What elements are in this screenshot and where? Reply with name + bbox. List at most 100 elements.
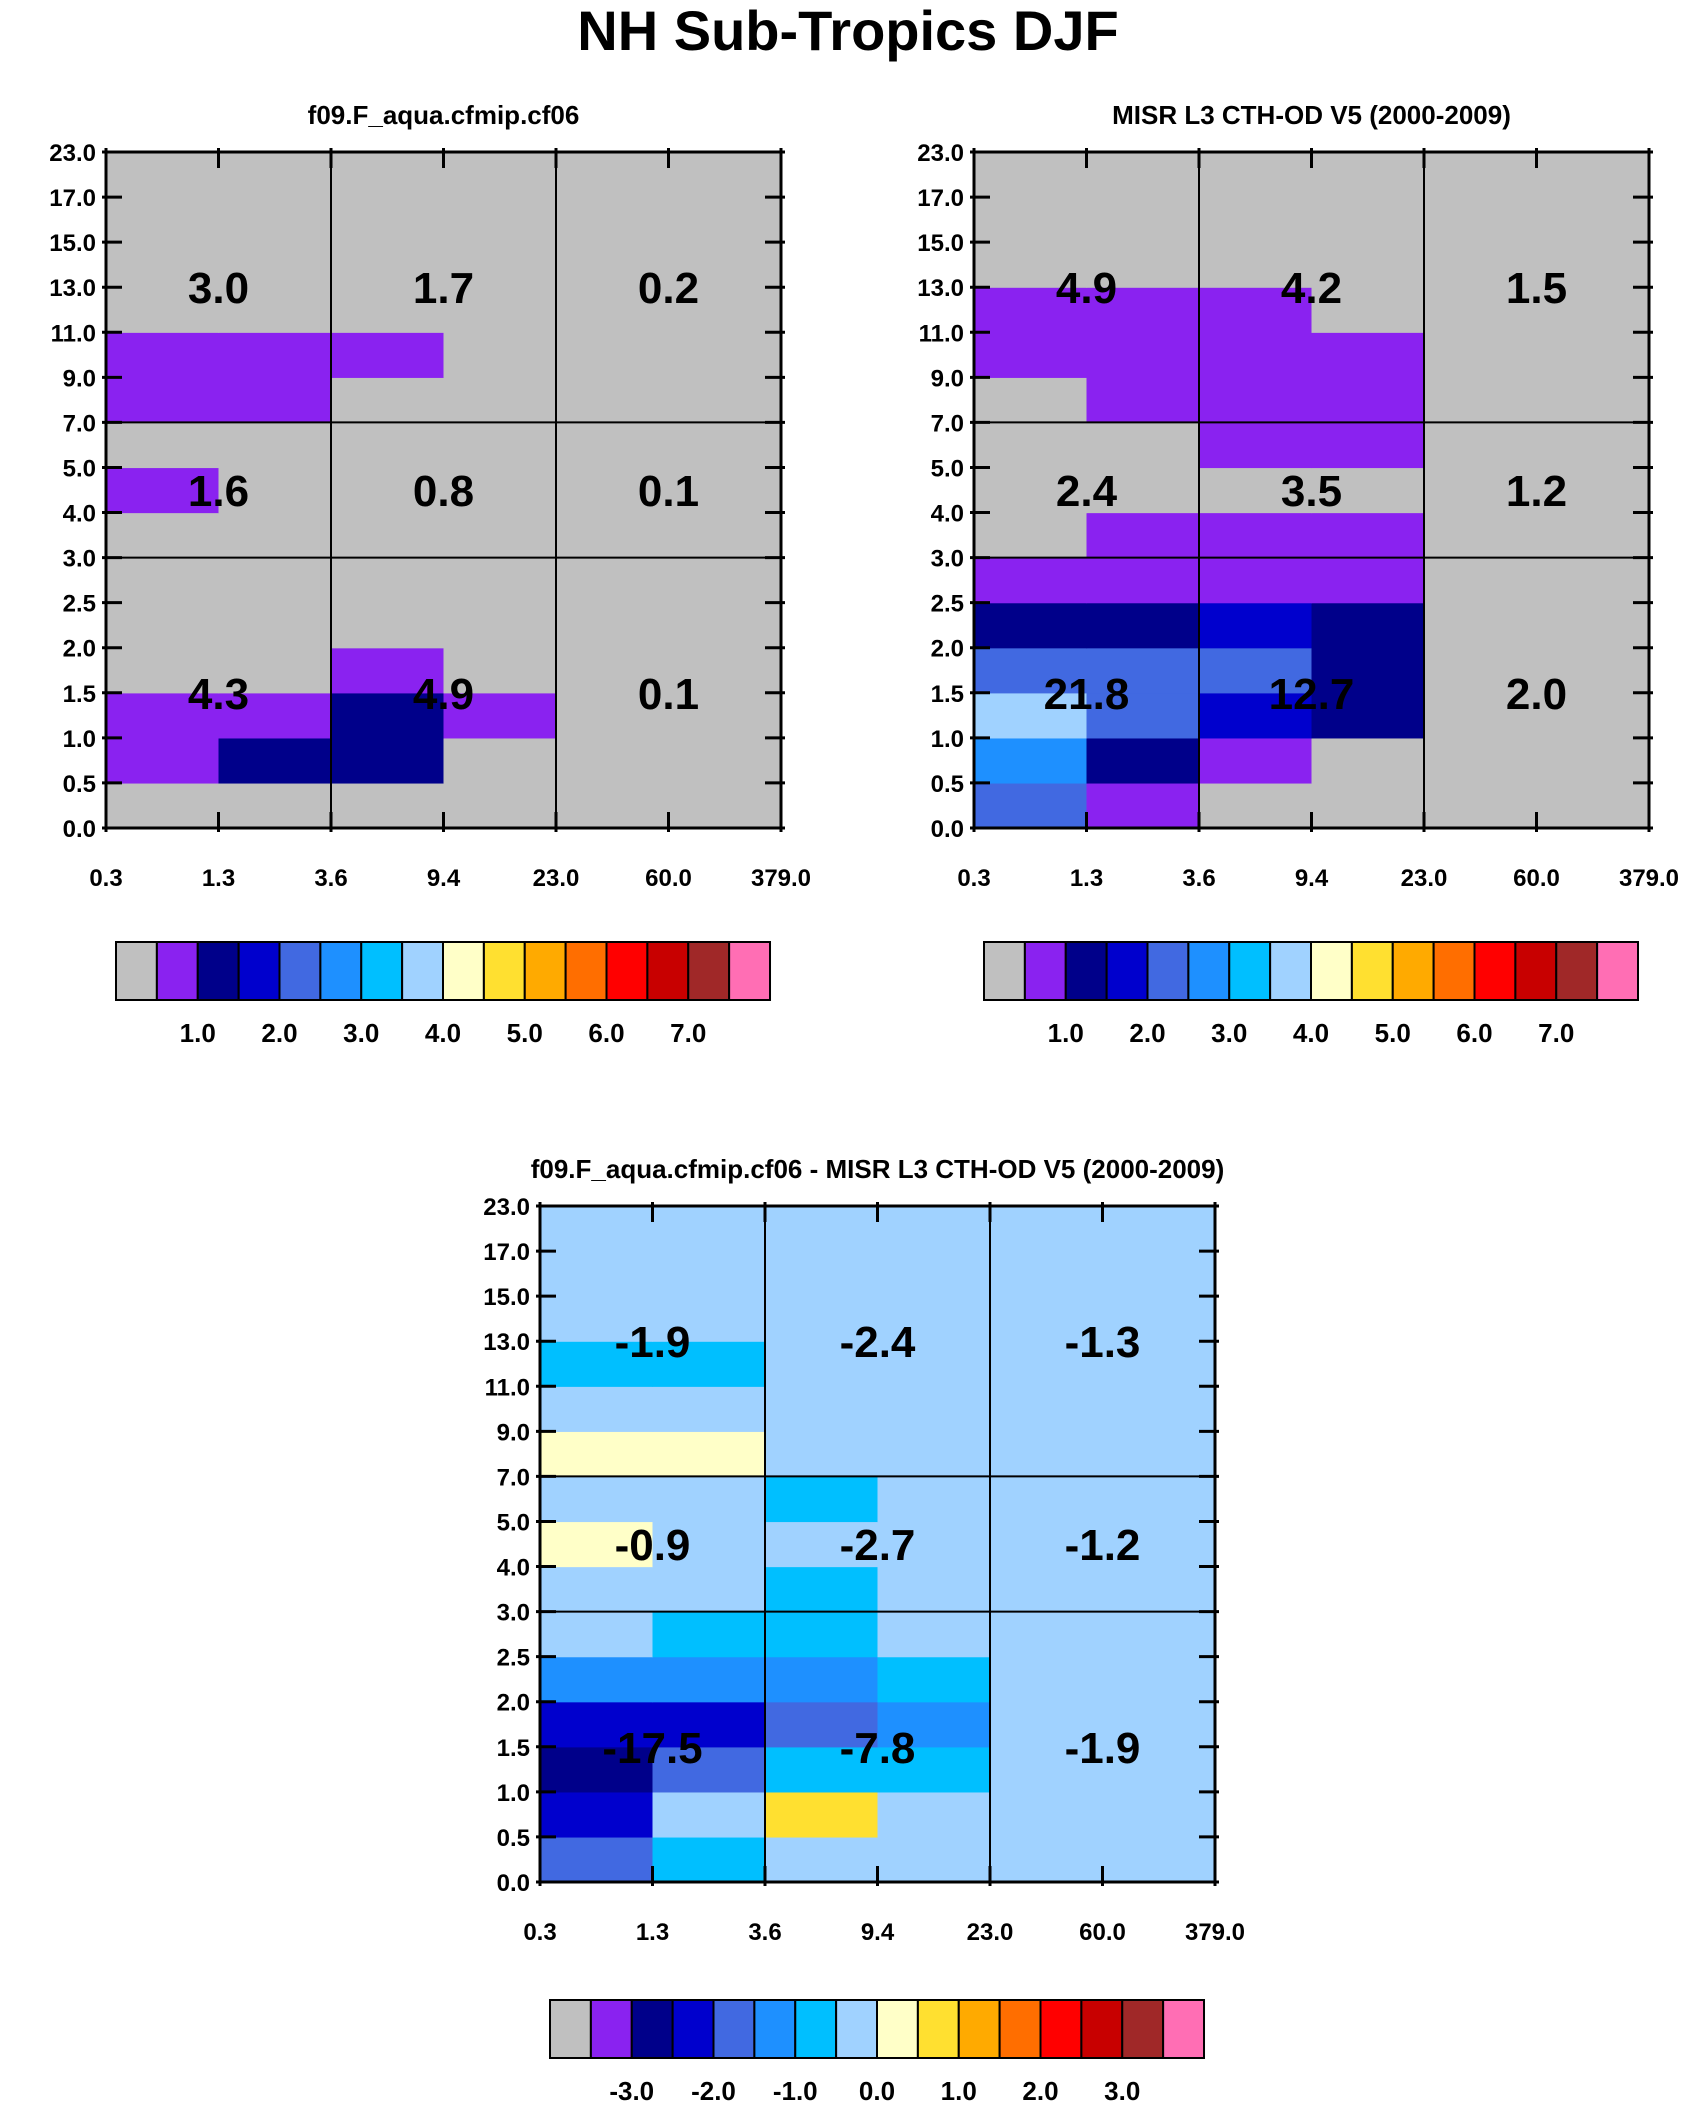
heatmap-cell	[1311, 377, 1425, 423]
heatmap-cell	[331, 512, 445, 559]
colorbar-swatch	[1555, 941, 1599, 1001]
group-value-label: 1.6	[188, 467, 249, 516]
heatmap-cell	[652, 1701, 766, 1748]
heatmap-cell	[1086, 467, 1200, 514]
group-value-label: 0.1	[638, 467, 699, 516]
group-value-label: 2.4	[1056, 467, 1118, 516]
heatmap-cell	[443, 152, 557, 198]
heatmap-cell	[877, 1341, 991, 1387]
y-tick-label: 2.0	[497, 1690, 530, 1717]
heatmap-cell	[218, 242, 332, 288]
heatmap-cell	[652, 1656, 766, 1703]
heatmap-cell	[1199, 332, 1313, 378]
colorbar-label: 3.0	[1104, 2076, 1140, 2106]
colorbar-swatch	[155, 941, 199, 1001]
colorbar-label: 7.0	[1538, 1018, 1574, 1048]
heatmap-cell	[540, 1296, 654, 1342]
heatmap-cell	[1424, 422, 1538, 469]
heatmap-cell	[877, 1521, 991, 1568]
heatmap-cell	[1199, 467, 1313, 514]
heatmap-cell	[1424, 377, 1538, 423]
heatmap-cell	[668, 242, 782, 288]
heatmap-cell	[974, 152, 1088, 198]
heatmap-cell	[1311, 467, 1425, 514]
heatmap-cell	[1536, 737, 1650, 784]
colorbar-label: 1.0	[1048, 1018, 1084, 1048]
heatmap-cell	[1536, 647, 1650, 694]
heatmap-cell	[1536, 782, 1650, 829]
group-value-label: -2.4	[840, 1318, 916, 1367]
group-value-label: 21.8	[1044, 670, 1130, 719]
group-value-label: -7.8	[840, 1724, 916, 1773]
panel-3: f09.F_aqua.cfmip.cf06 - MISR L3 CTH-OD V…	[483, 1154, 1245, 2106]
heatmap-cell	[974, 467, 1088, 514]
heatmap-cell	[765, 1836, 879, 1883]
colorbar-swatch	[1432, 941, 1476, 1001]
y-tick-label: 2.0	[931, 636, 964, 663]
colorbar-swatch	[1080, 1999, 1124, 2059]
colorbar-label: 5.0	[1375, 1018, 1411, 1048]
colorbar-swatch	[728, 941, 772, 1001]
group-value-label: 4.3	[188, 670, 249, 719]
colorbar-label: 1.0	[180, 1018, 216, 1048]
heatmap-cell	[974, 692, 1088, 739]
heatmap-cell	[556, 737, 670, 784]
heatmap-cell	[540, 1206, 654, 1252]
heatmap-cell	[540, 1701, 654, 1748]
colorbar-label: 3.0	[343, 1018, 379, 1048]
colorbar-label: 2.0	[1129, 1018, 1165, 1048]
y-tick-label: 11.0	[485, 1374, 530, 1401]
heatmap-cell	[652, 1251, 766, 1297]
heatmap-cell	[652, 1206, 766, 1252]
colorbar-label: -3.0	[609, 2076, 654, 2106]
y-tick-label: 1.0	[63, 726, 96, 753]
heatmap-cell	[443, 602, 557, 649]
heatmap-cell	[1311, 782, 1425, 829]
y-tick-label: 17.0	[49, 185, 96, 212]
heatmap-cell	[1086, 782, 1200, 829]
x-tick-label: 0.3	[89, 865, 122, 892]
x-tick-label: 379.0	[751, 865, 811, 892]
heatmap-cell	[443, 422, 557, 469]
heatmap-cell	[443, 737, 557, 784]
heatmap-cell	[1311, 242, 1425, 288]
colorbar-swatch	[482, 941, 526, 1001]
heatmap-cell	[443, 197, 557, 243]
heatmap-cell	[1536, 287, 1650, 333]
colorbar-swatch	[1473, 941, 1517, 1001]
heatmap-cell	[990, 1206, 1104, 1252]
heatmap-cell	[556, 512, 670, 559]
heatmap-cell	[1311, 332, 1425, 378]
y-tick-label: 13.0	[483, 1329, 530, 1356]
heatmap-cell	[218, 467, 332, 514]
group-value-label: 0.1	[638, 670, 699, 719]
heatmap-cell	[1311, 602, 1425, 649]
heatmap-cell	[1102, 1431, 1216, 1477]
heatmap-cell	[556, 152, 670, 198]
heatmap-cell	[443, 332, 557, 378]
heatmap-cell	[106, 287, 220, 333]
heatmap-cell	[540, 1431, 654, 1477]
y-tick-label: 4.0	[63, 501, 96, 528]
y-tick-label: 23.0	[917, 140, 964, 167]
heatmap-cell	[218, 557, 332, 604]
heatmap-cell	[652, 1566, 766, 1613]
heatmap-cell	[1102, 1656, 1216, 1703]
x-tick-label: 9.4	[427, 865, 461, 892]
colorbar-swatch	[1350, 941, 1394, 1001]
heatmap-cell	[540, 1656, 654, 1703]
heatmap-cell	[765, 1251, 879, 1297]
heatmap-cell	[974, 782, 1088, 829]
y-tick-label: 3.0	[497, 1600, 530, 1627]
group-value-label: 1.5	[1506, 264, 1567, 313]
heatmap-cell	[1086, 152, 1200, 198]
heatmap-cell	[1311, 152, 1425, 198]
heatmap-cell	[877, 1656, 991, 1703]
group-value-label: 3.0	[188, 264, 249, 313]
colorbar-swatch	[523, 941, 567, 1001]
panel-title: f09.F_aqua.cfmip.cf06	[308, 100, 580, 130]
heatmap-cell	[974, 737, 1088, 784]
heatmap-cell	[1102, 1566, 1216, 1613]
colorbar-swatch	[1105, 941, 1149, 1001]
heatmap-cell	[668, 512, 782, 559]
